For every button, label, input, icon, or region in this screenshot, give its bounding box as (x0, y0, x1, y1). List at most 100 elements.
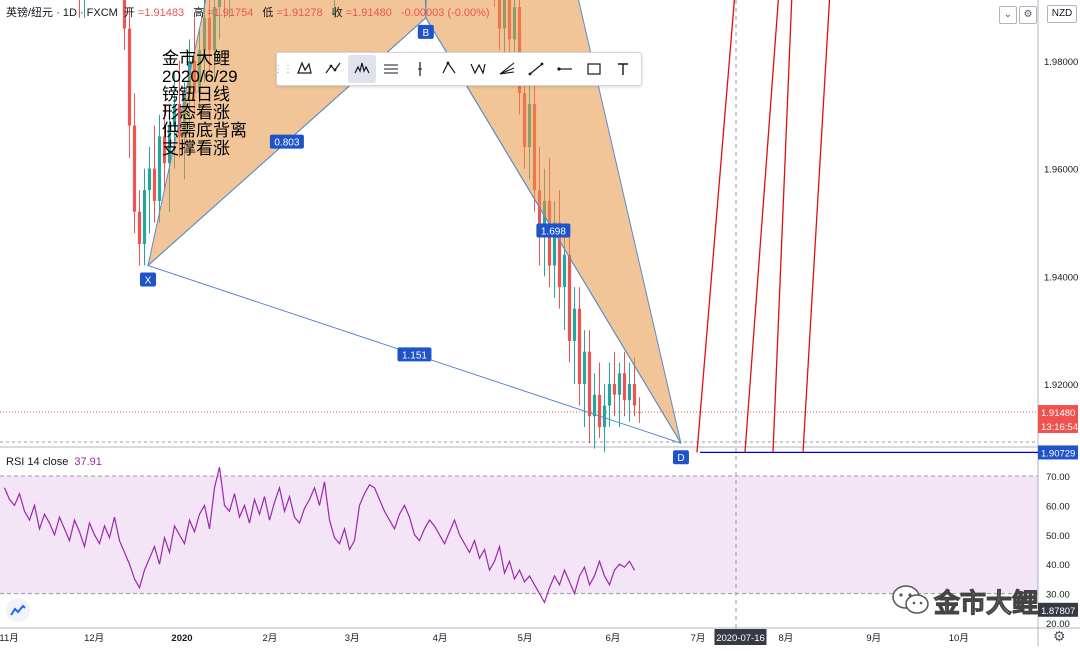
price-badge-label: 1.87807 (1041, 606, 1075, 617)
ratio-label: 1.698 (541, 227, 566, 238)
cypher-pattern-icon[interactable] (464, 55, 492, 83)
rsi-title[interactable]: RSI 14 close (6, 456, 69, 468)
candle-body (562, 254, 567, 288)
ratio-label: 1.151 (402, 350, 427, 361)
price-badge-label: 13:16:54 (1041, 422, 1078, 433)
tradingview-logo-icon[interactable] (6, 598, 30, 622)
time-tick-label: 7月 (691, 633, 706, 644)
price-badge-label: 1.91480 (1041, 408, 1075, 419)
rsi-tick-label: 40.00 (1046, 560, 1070, 571)
analysis-note: 金市大鲤 2020/6/29 镑钮日线 形态看涨 供需底背离 支撑看涨 (162, 50, 247, 158)
projection-arrow-line (744, 0, 779, 453)
abcd-pattern-icon[interactable] (319, 55, 347, 83)
pattern-point-badge (417, 24, 434, 39)
time-tick-label: 12月 (84, 633, 104, 644)
candle-body (592, 394, 597, 417)
price-tick-label: 1.94000 (1044, 272, 1078, 283)
rsi-series-line (3, 467, 636, 604)
rsi-tick-label: 50.00 (1046, 531, 1070, 542)
note-line: 形态看涨 (162, 103, 230, 122)
candle-body (162, 136, 167, 164)
pattern-point-label: D (677, 453, 684, 464)
candle-body (577, 308, 582, 384)
time-tick-label: 11月 (0, 633, 19, 644)
time-tick-label: 2020 (171, 633, 192, 644)
pattern-point-label: X (145, 276, 152, 287)
rectangle-icon[interactable] (580, 55, 608, 83)
candle-body (127, 28, 132, 126)
cursor-line-icon[interactable] (406, 55, 434, 83)
low-label: 低 (262, 7, 274, 19)
candle-body (557, 222, 562, 288)
time-tick-label: 10月 (949, 633, 969, 644)
rsi-tick-label: 60.00 (1046, 501, 1070, 512)
head-shoulders-icon[interactable] (348, 55, 376, 83)
close-value: =1.91480 (345, 7, 392, 19)
price-badge-label: 1.90729 (1041, 448, 1075, 459)
price-badge (1038, 445, 1078, 460)
candle-body (617, 373, 622, 395)
currency-badge[interactable]: NZD (1047, 5, 1077, 23)
price-badge (1038, 419, 1078, 433)
rsi-value: 37.91 (74, 456, 102, 468)
note-line: 供需底背离 (162, 121, 247, 140)
candle-body (572, 308, 577, 341)
note-line: 金市大鲤 (162, 49, 230, 68)
price-tick-label: 1.98000 (1044, 57, 1078, 68)
chevron-down-icon[interactable]: ⌄ (999, 6, 1017, 24)
elliott-wave-icon[interactable] (377, 55, 405, 83)
triangle-pattern-icon[interactable] (435, 55, 463, 83)
watermark: 金市大鲤 (890, 583, 1040, 619)
candle-body (612, 383, 617, 395)
time-tick-label: 8月 (778, 633, 793, 644)
trend-line-icon[interactable] (522, 55, 550, 83)
projection-arrow-line (772, 0, 793, 453)
time-tick-label: 5月 (518, 633, 533, 644)
candle-body (142, 190, 147, 244)
projection-arrow-line (696, 0, 736, 453)
target-levels (700, 451, 1038, 454)
date-badge-label: 2020-07-16 (716, 633, 765, 644)
change-value: -0.00003 (-0.00%) (400, 7, 490, 19)
rsi-band (0, 476, 1038, 594)
rsi-tick-label: 70.00 (1046, 472, 1070, 483)
ratio-badge (397, 347, 432, 362)
candle-body (567, 254, 572, 341)
ratio-label: 0.803 (274, 138, 299, 149)
time-tick-label: 3月 (345, 633, 360, 644)
open-value: =1.91483 (137, 7, 185, 19)
symbol-title[interactable]: 英镑/纽元 · 1D · FXCM (6, 7, 118, 19)
price-tick-label: 1.92000 (1044, 380, 1078, 391)
settings-icon[interactable]: ⚙ (1019, 6, 1037, 24)
candle-body (587, 351, 592, 417)
candle-body (622, 373, 627, 401)
rsi-pane (0, 467, 1038, 604)
pattern-point-badge (672, 450, 689, 465)
ratio-badge (536, 223, 571, 238)
rsi-tick-label: 30.00 (1046, 590, 1070, 601)
gear-icon[interactable]: ⚙ (1053, 628, 1066, 644)
rsi-legend: RSI 14 close 37.91 (6, 456, 102, 468)
time-tick-label: 4月 (433, 633, 448, 644)
high-label: 高 (193, 7, 205, 19)
note-line: 2020/6/29 (162, 67, 238, 86)
time-tick-label: 9月 (866, 633, 881, 644)
price-badge (1038, 405, 1078, 419)
candle-body (537, 190, 542, 234)
text-icon[interactable] (609, 55, 637, 83)
candle-body (602, 405, 607, 428)
horizontal-ray-icon[interactable] (551, 55, 579, 83)
candle-body (607, 383, 612, 406)
candle-body (137, 211, 142, 244)
xabcd-pattern-icon[interactable] (290, 55, 318, 83)
drag-handle-icon[interactable]: ⋮⋮ (273, 63, 293, 75)
ratio-badge (269, 134, 304, 149)
close-label: 收 (331, 7, 343, 19)
fib-fan-icon[interactable] (493, 55, 521, 83)
wechat-icon (892, 585, 929, 614)
candle-body (147, 168, 152, 191)
note-line: 镑钮日线 (162, 85, 230, 104)
candle-body (172, 103, 177, 126)
candle-body (542, 200, 547, 234)
